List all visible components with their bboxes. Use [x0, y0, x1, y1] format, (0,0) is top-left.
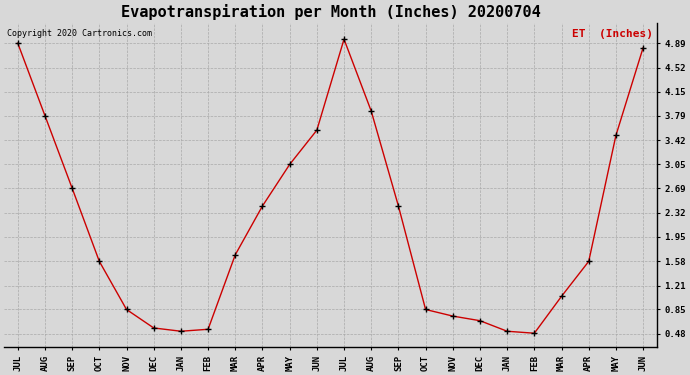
Text: ET  (Inches): ET (Inches) [572, 29, 653, 39]
Title: Evapotranspiration per Month (Inches) 20200704: Evapotranspiration per Month (Inches) 20… [121, 4, 540, 20]
Text: Copyright 2020 Cartronics.com: Copyright 2020 Cartronics.com [8, 29, 152, 38]
